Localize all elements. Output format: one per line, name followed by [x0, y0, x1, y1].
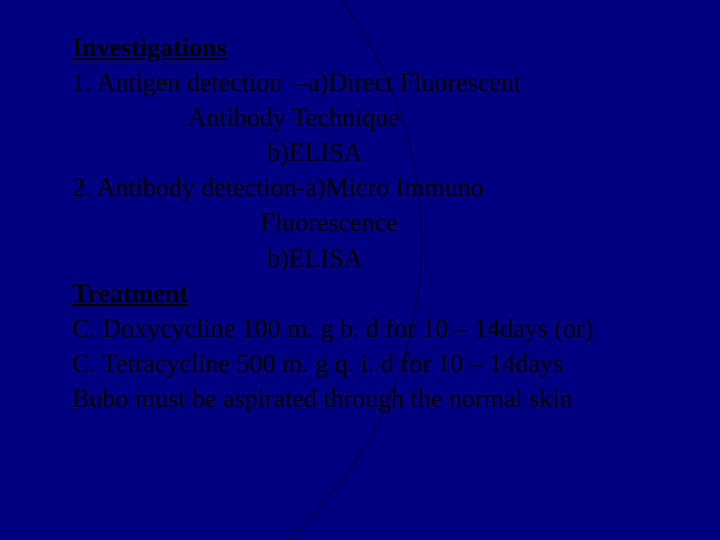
text-line: C. Doxycycline 100 m. g b. d for 10 – 14… [72, 311, 672, 346]
text-line: Bubo must be aspirated through the norma… [72, 381, 672, 416]
text-line: b)ELISA [72, 135, 672, 170]
heading-investigations: Investigations [72, 30, 672, 65]
text-line: Fluorescence [72, 205, 672, 240]
text-line: Antibody Technique [72, 100, 672, 135]
text-line: 2. Antibody detection-a)Micro Immuno [72, 170, 672, 205]
text-line: b)ELISA [72, 241, 672, 276]
text-line: 1. Antigen detection –a)Direct Fluoresce… [72, 65, 672, 100]
slide-content: Investigations 1. Antigen detection –a)D… [72, 30, 672, 416]
heading-treatment: Treatment [72, 276, 672, 311]
text-line: C. Tetracycline 500 m. g q. i. d for 10 … [72, 346, 672, 381]
